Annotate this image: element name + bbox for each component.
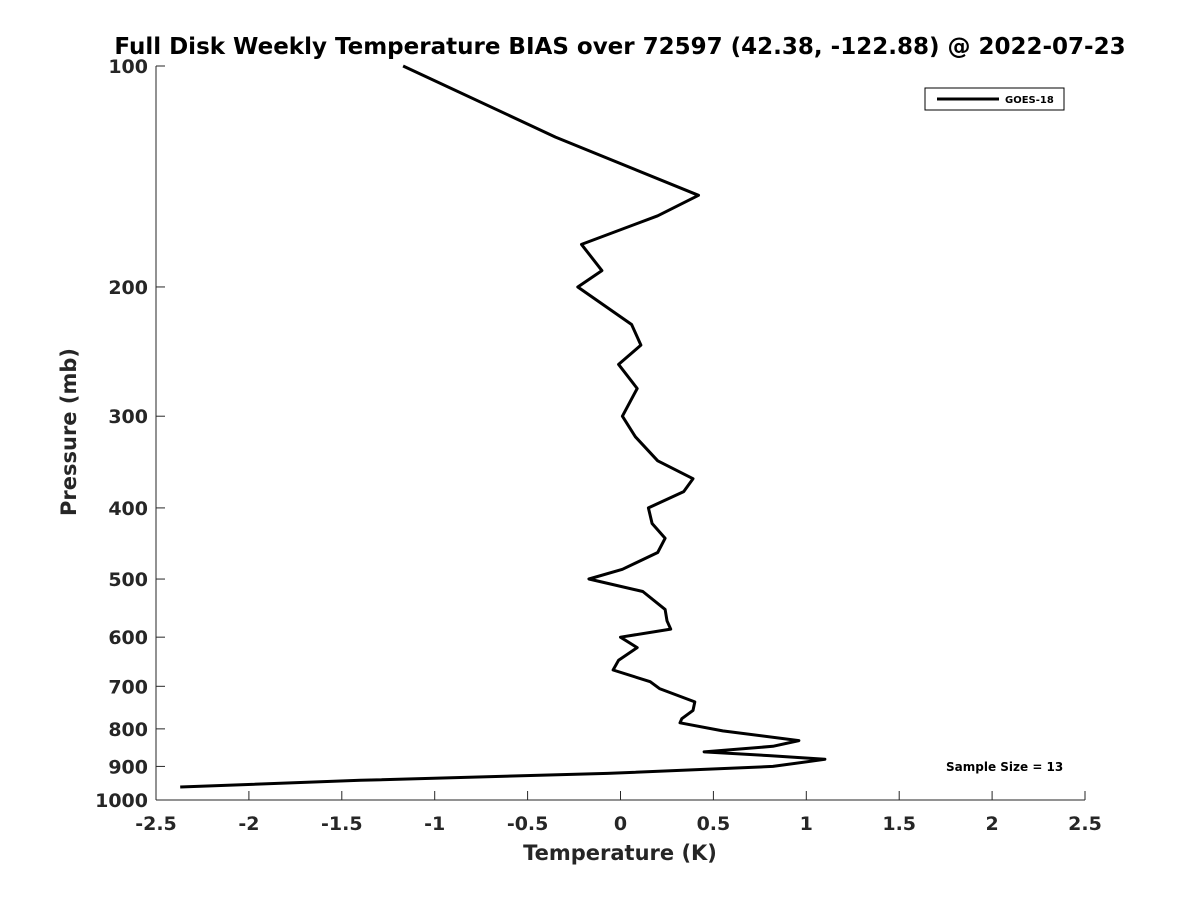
x-tick-label: 1 — [800, 813, 813, 835]
legend-label: GOES-18 — [1005, 95, 1054, 106]
y-tick-label: 900 — [108, 756, 148, 778]
chart-title: Full Disk Weekly Temperature BIAS over 7… — [114, 34, 1125, 60]
y-tick-label: 400 — [108, 498, 148, 520]
y-tick-label: 100 — [108, 56, 148, 78]
x-tick-label: 0.5 — [697, 813, 731, 835]
x-tick-label: 1.5 — [882, 813, 916, 835]
x-tick-label: -1 — [424, 813, 445, 835]
x-tick-label: -0.5 — [507, 813, 549, 835]
x-tick-label: 2 — [985, 813, 998, 835]
y-tick-label: 500 — [108, 569, 148, 591]
y-tick-label: 800 — [108, 719, 148, 741]
axes: -2.5 -2 -1.5 -1 -0.5 0 0.5 1 1.5 2 2.5 100 200 300 400… — [95, 56, 1102, 835]
y-tick-label: 300 — [108, 406, 148, 428]
legend: GOES-18 — [924, 87, 1065, 111]
x-tick-label: -2.5 — [135, 813, 177, 835]
y-tick-label: 600 — [108, 627, 148, 649]
x-tick-label: 2.5 — [1068, 813, 1102, 835]
y-tick-label: 200 — [108, 277, 148, 299]
y-tick-label: 700 — [108, 676, 148, 698]
x-tick-label: -2 — [238, 813, 259, 835]
x-axis-label: Temperature (K) — [523, 841, 717, 865]
x-tick-label: 0 — [614, 813, 627, 835]
y-axis-label: Pressure (mb) — [57, 348, 81, 516]
y-tick-label: 1000 — [95, 790, 148, 812]
x-tick-label: -1.5 — [321, 813, 363, 835]
sample-size-annotation: Sample Size = 13 — [946, 760, 1063, 774]
series-line-goes-18 — [180, 64, 827, 789]
